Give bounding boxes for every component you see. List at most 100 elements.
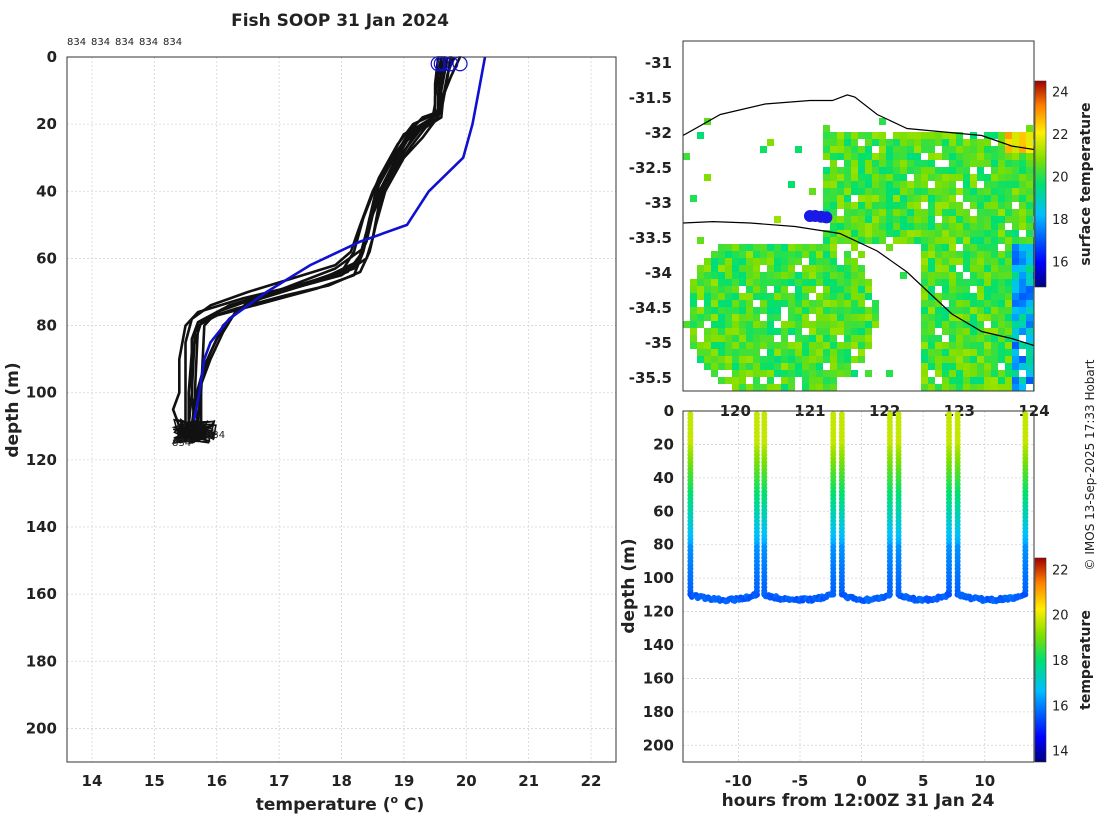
sst-cell — [970, 314, 977, 321]
sst-cell — [1019, 223, 1026, 230]
sst-cell — [711, 321, 718, 328]
timeseries-y-tick-label: 80 — [653, 536, 674, 554]
sst-cell — [795, 293, 802, 300]
sst-cell — [1019, 342, 1026, 349]
sst-cell — [956, 223, 963, 230]
sst-cell — [998, 132, 1005, 139]
sst-cell — [970, 202, 977, 209]
sst-cell — [963, 307, 970, 314]
sst-cell — [1005, 265, 1012, 272]
sst-cell — [956, 167, 963, 174]
profile-top-label: 834 — [67, 37, 86, 48]
sst-cell — [879, 223, 886, 230]
sst-cell — [837, 153, 844, 160]
profile-tick-labels: 14 15 16 17 18 19 20 21 22 0 20 40 60 80 100 120 140 160 1… — [26, 48, 602, 790]
sst-cell — [844, 188, 851, 195]
sst-cell — [907, 188, 914, 195]
sst-cell — [1012, 132, 1019, 139]
sst-cell — [746, 265, 753, 272]
sst-cell — [732, 251, 739, 258]
sst-cell — [1012, 335, 1019, 342]
sst-cell — [830, 174, 837, 181]
sst-cell — [767, 363, 774, 370]
sst-cell — [858, 251, 865, 258]
sst-cell — [711, 265, 718, 272]
sst-cell — [830, 321, 837, 328]
sst-cell — [998, 300, 1005, 307]
sst-cell — [1005, 251, 1012, 258]
sst-cell — [711, 370, 718, 377]
sst-cell — [760, 293, 767, 300]
sst-cell — [1012, 216, 1019, 223]
sst-cell — [991, 251, 998, 258]
sst-cell — [704, 356, 711, 363]
sst-cell — [851, 223, 858, 230]
sst-cell — [795, 307, 802, 314]
sst-cell — [753, 265, 760, 272]
sst-cell — [956, 307, 963, 314]
sst-cell — [830, 223, 837, 230]
sst-cell — [746, 258, 753, 265]
sst-cell — [984, 370, 991, 377]
sst-cell — [830, 188, 837, 195]
sst-cell — [1019, 272, 1026, 279]
sst-cell — [816, 314, 823, 321]
profile-line-9 — [187, 56, 452, 427]
sst-cell — [753, 349, 760, 356]
sst-cell — [865, 146, 872, 153]
sst-cell — [1005, 356, 1012, 363]
sst-cell — [711, 251, 718, 258]
sst-cell — [963, 230, 970, 237]
sst-cell — [858, 335, 865, 342]
sst-cell — [1026, 230, 1033, 237]
sst-cell — [942, 286, 949, 293]
sst-cell — [739, 314, 746, 321]
sst-cell — [690, 335, 697, 342]
sst-cell — [746, 321, 753, 328]
sst-cell — [851, 335, 858, 342]
sst-cell — [851, 160, 858, 167]
sst-cell — [1019, 279, 1026, 286]
sst-cell — [949, 251, 956, 258]
sst-cell — [1026, 300, 1033, 307]
sst-cell — [1026, 293, 1033, 300]
sst-cell — [760, 321, 767, 328]
sst-cell — [991, 265, 998, 272]
sst-cell — [760, 335, 767, 342]
profile-x-label-tail: C) — [398, 795, 424, 815]
sst-cell — [956, 335, 963, 342]
sst-cell — [872, 321, 879, 328]
sst-cell — [739, 258, 746, 265]
sst-cell — [767, 314, 774, 321]
sst-cell — [935, 307, 942, 314]
sst-cell — [984, 188, 991, 195]
sst-cell — [844, 202, 851, 209]
sst-cell — [858, 321, 865, 328]
sst-cell — [753, 279, 760, 286]
sst-cell — [802, 286, 809, 293]
sst-cell — [823, 139, 830, 146]
sst-cell — [809, 251, 816, 258]
sst-cell — [823, 293, 830, 300]
sst-cell — [949, 195, 956, 202]
sst-cell — [732, 286, 739, 293]
sst-cell — [1026, 258, 1033, 265]
sst-cell — [739, 328, 746, 335]
sst-cell — [942, 230, 949, 237]
map-shelf-contour — [683, 220, 1034, 347]
sst-cell — [991, 335, 998, 342]
sst-cell — [900, 230, 907, 237]
profile-x-tick-label: 15 — [144, 772, 165, 790]
sst-cell — [830, 132, 837, 139]
sst-cell — [739, 384, 746, 391]
sst-cell — [928, 286, 935, 293]
sst-cell — [858, 181, 865, 188]
sst-cell — [977, 356, 984, 363]
sst-cell — [690, 279, 697, 286]
sst-cell — [690, 300, 697, 307]
sst-cell — [1026, 223, 1033, 230]
sst-cell — [998, 258, 1005, 265]
sst-cell — [725, 314, 732, 321]
sst-cell — [921, 209, 928, 216]
sst-cell — [830, 167, 837, 174]
